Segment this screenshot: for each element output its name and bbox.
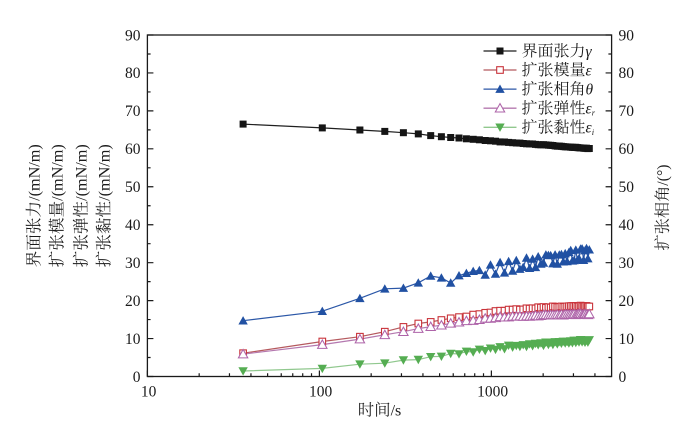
svg-text:80: 80 <box>619 65 635 82</box>
svg-text:/(mN/m): /(mN/m) <box>73 144 91 201</box>
svg-text:ε: ε <box>586 62 593 79</box>
svg-text:50: 50 <box>619 179 635 196</box>
svg-text:0: 0 <box>133 369 141 386</box>
svg-text:0: 0 <box>619 369 627 386</box>
svg-text:10: 10 <box>141 384 157 401</box>
svg-text:10: 10 <box>125 331 141 348</box>
svg-text:90: 90 <box>619 27 635 44</box>
svg-text:100: 100 <box>309 384 333 401</box>
svg-text:ε: ε <box>586 120 593 137</box>
svg-text:20: 20 <box>125 293 141 310</box>
svg-text:40: 40 <box>125 217 141 234</box>
svg-text:ε: ε <box>586 101 593 118</box>
svg-text:20: 20 <box>619 293 635 310</box>
svg-text:1000: 1000 <box>477 384 508 401</box>
svg-text:70: 70 <box>125 103 141 120</box>
svg-text:50: 50 <box>125 179 141 196</box>
svg-text:i: i <box>592 127 595 137</box>
svg-text:/(mN/m): /(mN/m) <box>49 144 67 201</box>
svg-text:80: 80 <box>125 65 141 82</box>
svg-text:r: r <box>592 108 596 118</box>
svg-text:θ: θ <box>586 81 594 98</box>
svg-text:40: 40 <box>619 217 635 234</box>
svg-text:30: 30 <box>125 255 141 272</box>
svg-text:60: 60 <box>619 141 635 158</box>
svg-text:90: 90 <box>125 27 141 44</box>
svg-text:/(mN/m): /(mN/m) <box>96 144 114 201</box>
svg-text:/(°): /(°) <box>655 164 672 185</box>
svg-text:70: 70 <box>619 103 635 120</box>
svg-text:30: 30 <box>619 255 635 272</box>
svg-text:60: 60 <box>125 141 141 158</box>
svg-text:/(mN/m): /(mN/m) <box>26 144 44 201</box>
svg-text:/s: /s <box>391 403 402 420</box>
svg-text:γ: γ <box>586 43 593 60</box>
svg-text:10: 10 <box>619 331 635 348</box>
